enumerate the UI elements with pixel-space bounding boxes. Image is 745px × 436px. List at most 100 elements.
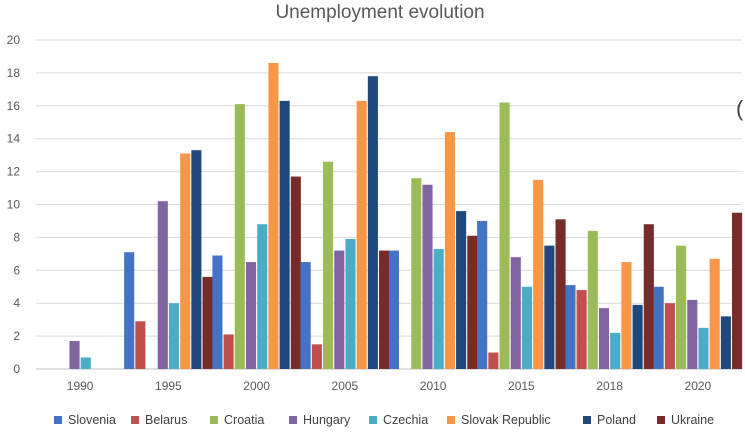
bar-czechia-2005 xyxy=(345,239,356,369)
bar-czechia-2010 xyxy=(433,248,444,369)
bar-hungary-1990 xyxy=(69,341,80,369)
legend-item: Slovenia xyxy=(54,413,116,427)
legend-item: Croatia xyxy=(210,413,264,427)
bar-hungary-2018 xyxy=(598,308,610,369)
bar-slovak-republic-2018 xyxy=(621,262,632,369)
bar-croatia-2020 xyxy=(676,245,687,370)
y-axis-ticks: 0 2 4 6 8 10 12 14 16 18 20 xyxy=(7,33,21,376)
cropped-edge-mark: ( xyxy=(736,96,744,121)
x-tick-label: 2018 xyxy=(596,379,623,393)
bar-poland-2000 xyxy=(279,100,290,370)
bar-ukraine-2010 xyxy=(467,235,478,369)
bar-czechia-2015 xyxy=(521,286,533,369)
y-tick-label: 8 xyxy=(13,230,20,244)
legend-swatch xyxy=(210,416,218,424)
bar-slovak-republic-2000 xyxy=(268,63,279,369)
y-tick-label: 10 xyxy=(7,198,21,212)
legend-label: Croatia xyxy=(224,413,264,427)
legend-item: Hungary xyxy=(289,413,351,427)
legend-swatch xyxy=(369,416,377,424)
y-tick-label: 16 xyxy=(7,99,21,113)
bar-czechia-2000 xyxy=(257,224,268,369)
legend-item: Czechia xyxy=(369,413,428,427)
bar-slovenia-2018 xyxy=(565,285,576,369)
y-tick-label: 20 xyxy=(7,33,21,47)
chart-title: Unemployment evolution xyxy=(275,2,484,23)
bar-slovak-republic-1995 xyxy=(180,153,191,369)
bar-ukraine-2018 xyxy=(643,224,654,369)
bar-poland-1995 xyxy=(191,150,202,369)
bar-poland-2020 xyxy=(720,316,731,369)
bar-slovenia-2000 xyxy=(212,255,223,369)
bar-slovenia-2015 xyxy=(477,220,488,369)
bar-belarus-2000 xyxy=(223,334,234,369)
legend-label: Ukraine xyxy=(671,413,714,427)
bar-belarus-1995 xyxy=(135,321,146,369)
bar-slovenia-1995 xyxy=(124,252,135,369)
legend-item: Ukraine xyxy=(657,413,714,427)
x-axis-ticks: 1990 1995 2000 2005 2010 2015 2018 2020 xyxy=(67,379,712,393)
bar-ukraine-2000 xyxy=(290,176,301,369)
bar-belarus-2020 xyxy=(664,303,675,369)
bar-poland-2018 xyxy=(632,304,643,369)
bar-czechia-1990 xyxy=(80,357,91,369)
x-tick-label: 2015 xyxy=(508,379,535,393)
legend-swatch xyxy=(447,416,455,424)
y-tick-label: 14 xyxy=(7,132,21,146)
bar-belarus-2015 xyxy=(488,352,499,369)
legend-item: Slovak Republic xyxy=(447,413,551,427)
y-tick-label: 2 xyxy=(13,329,20,343)
bar-slovenia-2005 xyxy=(300,262,311,369)
legend-label: Czechia xyxy=(383,413,428,427)
bar-czechia-2018 xyxy=(610,332,621,369)
bar-hungary-2020 xyxy=(687,299,698,369)
bar-czechia-1995 xyxy=(168,303,180,369)
bar-croatia-2010 xyxy=(411,178,422,369)
bar-hungary-2005 xyxy=(334,250,345,369)
legend-label: Belarus xyxy=(145,413,187,427)
bar-belarus-2018 xyxy=(576,290,587,369)
bar-croatia-2005 xyxy=(323,161,334,369)
x-tick-label: 1995 xyxy=(155,379,182,393)
bar-czechia-2020 xyxy=(698,327,709,370)
bar-belarus-2005 xyxy=(311,344,322,369)
legend-label: Slovenia xyxy=(68,413,116,427)
bar-slovak-republic-2010 xyxy=(444,132,455,369)
x-tick-label: 2000 xyxy=(243,379,270,393)
bar-ukraine-2005 xyxy=(379,250,390,369)
bar-ukraine-1995 xyxy=(202,276,213,369)
bar-hungary-2010 xyxy=(422,184,433,369)
y-tick-label: 6 xyxy=(13,263,20,277)
legend-item: Belarus xyxy=(131,413,187,427)
legend-item: Poland xyxy=(583,413,636,427)
y-tick-label: 12 xyxy=(7,165,21,179)
bar-poland-2015 xyxy=(544,245,555,370)
bar-slovak-republic-2015 xyxy=(533,179,544,369)
legend-label: Hungary xyxy=(303,413,351,427)
legend-swatch xyxy=(54,416,62,424)
x-tick-label: 1990 xyxy=(67,379,94,393)
legend-swatch xyxy=(131,416,139,424)
legend: Slovenia Belarus Croatia Hungary Czechia Slov… xyxy=(54,413,714,427)
bar-croatia-2018 xyxy=(587,230,598,369)
bar-poland-2010 xyxy=(456,211,467,369)
bar-slovak-republic-2020 xyxy=(709,258,720,369)
bar-croatia-2015 xyxy=(499,102,510,369)
legend-label: Slovak Republic xyxy=(461,413,551,427)
legend-swatch xyxy=(583,416,591,424)
bar-slovenia-2020 xyxy=(653,286,664,369)
bar-ukraine-2015 xyxy=(555,219,566,369)
bar-slovenia-2010 xyxy=(388,250,399,369)
bars xyxy=(69,63,743,370)
legend-swatch xyxy=(657,416,665,424)
gridlines xyxy=(36,39,742,370)
bar-ukraine-2020 xyxy=(732,212,743,369)
bar-poland-2005 xyxy=(367,76,378,369)
y-tick-label: 4 xyxy=(13,296,20,310)
x-tick-label: 2010 xyxy=(420,379,447,393)
x-tick-label: 2020 xyxy=(685,379,712,393)
y-tick-label: 0 xyxy=(13,362,20,376)
legend-label: Poland xyxy=(597,413,636,427)
bar-slovak-republic-2005 xyxy=(356,100,367,370)
